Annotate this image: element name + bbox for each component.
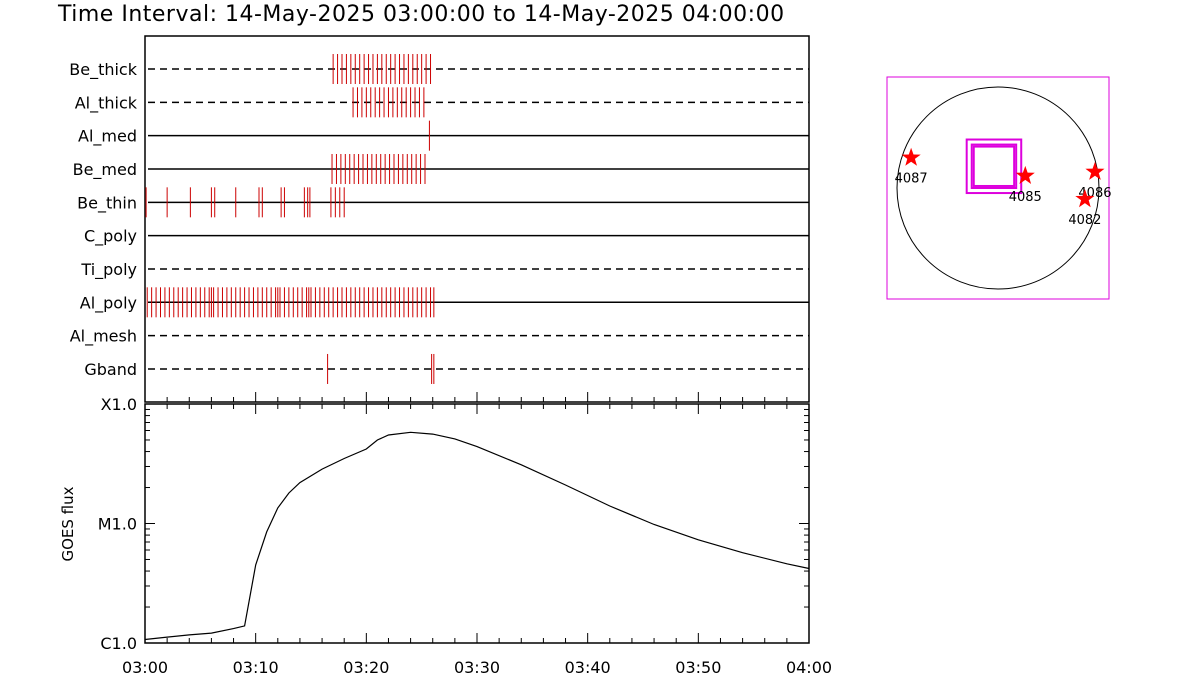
x-tick-label: 04:00 (786, 658, 832, 677)
goes-flux-line (144, 431, 810, 641)
x-tick-label: 03:30 (454, 658, 500, 677)
map-frame (886, 76, 1110, 300)
x-tick-label: 03:50 (675, 658, 721, 677)
region-star-icon (1085, 161, 1105, 180)
solar-limb (896, 86, 1100, 290)
row-label-al_poly: Al_poly (80, 293, 137, 313)
region-label-4082: 4082 (1068, 213, 1101, 228)
row-label-al_med: Al_med (78, 127, 137, 147)
row-label-gband: Gband (84, 360, 137, 379)
region-star-icon (1015, 165, 1035, 184)
timeline-frame (144, 35, 810, 403)
fov-box (970, 143, 1018, 190)
x-tick-label: 03:20 (343, 658, 389, 677)
row-label-be_thin: Be_thin (77, 193, 137, 213)
region-star-icon (1075, 189, 1095, 208)
x-tick-label: 03:00 (122, 658, 168, 677)
row-label-be_thick: Be_thick (69, 60, 137, 80)
goes-panel: 03:00 03:10 03:20 03:30 03:40 03:50 04:00 C1.0 M… (59, 392, 832, 677)
region-label-4087: 4087 (895, 172, 928, 187)
y-axis-label: GOES flux (59, 486, 77, 561)
chart-title: Time Interval: 14-May-2025 03:00:00 to 1… (58, 2, 785, 27)
x-tick-label: 03:10 (233, 658, 279, 677)
row-label-be_med: Be_med (73, 160, 137, 180)
fov-box (965, 138, 1023, 195)
fov-box (972, 145, 1016, 187)
region-star-icon (901, 147, 921, 166)
row-label-ti_poly: Ti_poly (80, 260, 137, 280)
goes-frame (144, 403, 810, 644)
y-tick-label: M1.0 (98, 515, 137, 534)
row-label-al_mesh: Al_mesh (70, 327, 137, 347)
region-label-4085: 4085 (1009, 190, 1042, 205)
timeline-panel: Be_thick Al_thick Al_med Be_med Be_thin C_pol… (69, 35, 810, 403)
row-label-c_poly: C_poly (84, 227, 137, 247)
y-tick-label: X1.0 (101, 395, 137, 414)
y-tick-label: C1.0 (100, 634, 137, 653)
x-tick-label: 03:40 (565, 658, 611, 677)
row-label-al_thick: Al_thick (75, 93, 138, 113)
